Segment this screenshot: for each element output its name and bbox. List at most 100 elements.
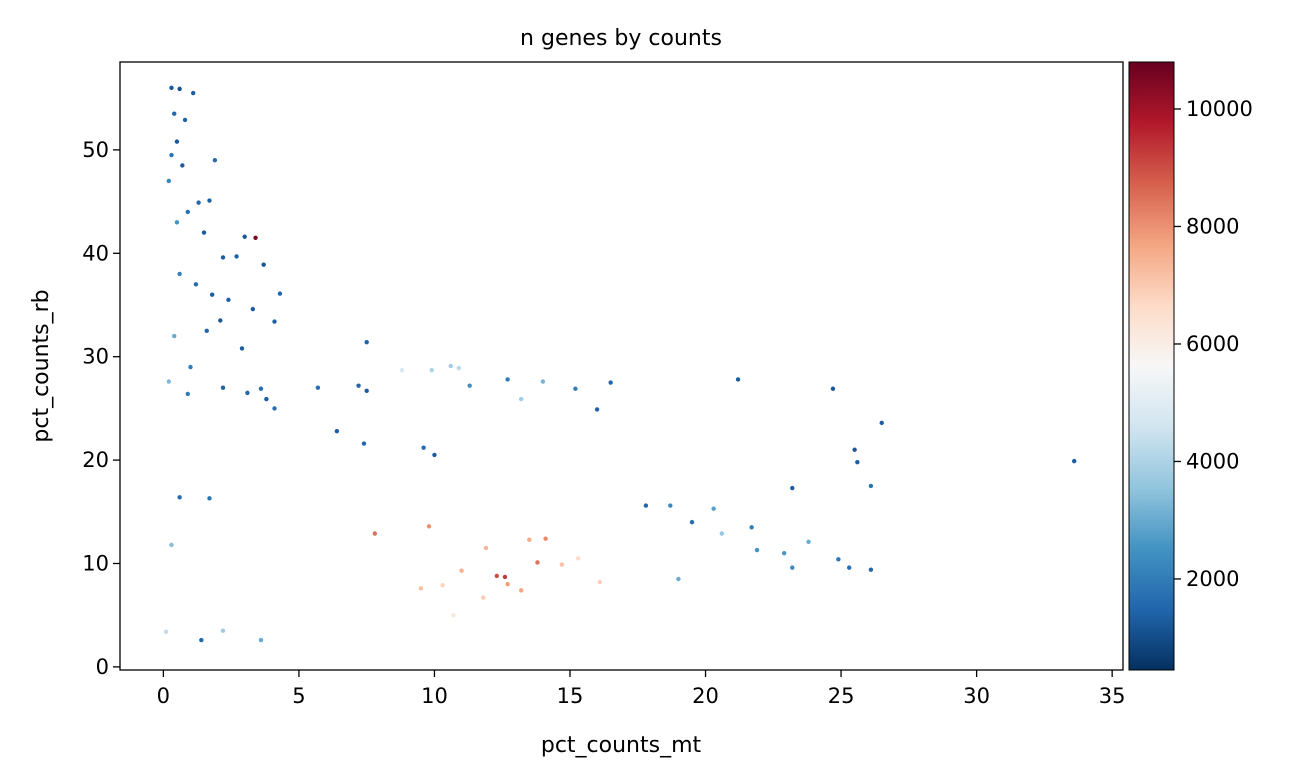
data-point xyxy=(242,234,247,239)
data-point xyxy=(668,503,673,508)
data-point xyxy=(440,583,445,588)
data-point xyxy=(608,380,613,385)
data-point xyxy=(209,292,215,297)
data-point xyxy=(172,111,177,116)
chart-title: n genes by counts xyxy=(520,26,722,51)
data-point xyxy=(448,363,453,369)
data-point xyxy=(494,573,500,579)
data-point xyxy=(1072,458,1077,464)
plot-area-frame xyxy=(119,61,1124,671)
data-point xyxy=(201,230,207,235)
data-point xyxy=(868,483,874,489)
data-point xyxy=(519,588,524,593)
data-point xyxy=(250,306,256,312)
x-tick-label: 5 xyxy=(292,684,305,708)
colorbar-tick-label: 8000 xyxy=(1186,214,1239,238)
data-point xyxy=(169,152,174,158)
data-point xyxy=(502,574,508,580)
data-point xyxy=(174,220,180,225)
data-point xyxy=(781,550,787,556)
y-tick-label: 30 xyxy=(82,345,109,369)
data-point xyxy=(719,531,724,536)
data-point xyxy=(855,459,860,465)
data-point xyxy=(852,447,857,452)
data-point xyxy=(199,637,204,643)
data-point xyxy=(253,235,258,240)
data-point xyxy=(334,428,340,434)
data-point xyxy=(166,178,171,184)
data-point xyxy=(220,385,226,390)
data-point xyxy=(459,568,464,573)
data-point xyxy=(177,495,182,500)
data-point xyxy=(163,629,169,634)
colorbar-axis: 2000 4000 6000 8000 10000 xyxy=(1174,97,1253,591)
data-point xyxy=(207,198,212,203)
data-point xyxy=(185,209,190,215)
data-point xyxy=(177,271,182,277)
data-point xyxy=(218,318,223,323)
colorbar-tick-label: 2000 xyxy=(1186,567,1239,591)
data-point xyxy=(207,496,212,501)
data-point xyxy=(429,367,434,373)
data-point xyxy=(272,319,277,324)
data-point xyxy=(264,396,269,402)
data-point xyxy=(180,163,185,168)
data-point xyxy=(676,576,681,582)
data-point xyxy=(573,386,578,391)
data-points xyxy=(163,85,1077,643)
y-tick-label: 50 xyxy=(82,138,109,162)
data-point xyxy=(196,200,201,205)
data-point xyxy=(483,545,489,551)
data-point xyxy=(166,379,171,384)
data-point xyxy=(754,547,760,553)
data-point xyxy=(575,556,581,561)
x-axis-label: pct_counts_mt xyxy=(541,733,702,758)
data-point xyxy=(418,586,424,591)
data-point xyxy=(226,297,231,303)
data-point xyxy=(467,383,472,388)
data-point xyxy=(868,567,874,572)
y-axis-label: pct_counts_rb xyxy=(29,289,54,442)
data-point xyxy=(790,485,795,491)
data-point xyxy=(399,367,405,373)
data-point xyxy=(836,557,841,562)
data-point xyxy=(190,90,196,96)
data-point xyxy=(258,386,264,391)
data-point xyxy=(806,539,811,544)
data-point xyxy=(185,391,190,397)
data-point xyxy=(212,158,218,163)
x-tick-label: 25 xyxy=(828,684,855,708)
data-point xyxy=(830,386,836,391)
data-point xyxy=(689,519,695,525)
data-point xyxy=(527,537,532,542)
data-point xyxy=(172,333,177,339)
data-point xyxy=(174,139,180,144)
data-point xyxy=(372,531,378,536)
data-point xyxy=(735,377,741,382)
data-point xyxy=(540,379,546,384)
data-point xyxy=(597,579,603,585)
data-point xyxy=(451,612,456,618)
data-point xyxy=(456,365,462,371)
data-point xyxy=(711,506,716,511)
x-tick-label: 35 xyxy=(1099,684,1126,708)
data-point xyxy=(361,441,367,446)
data-point xyxy=(245,390,250,396)
y-tick-label: 20 xyxy=(82,448,109,472)
data-point xyxy=(790,565,795,570)
data-point xyxy=(277,291,283,296)
data-point xyxy=(543,536,548,541)
data-point xyxy=(505,377,510,382)
data-point xyxy=(169,85,174,91)
colorbar-tick-label: 4000 xyxy=(1186,449,1239,473)
y-tick-label: 0 xyxy=(96,655,109,679)
data-point xyxy=(847,565,852,570)
data-point xyxy=(432,452,437,458)
data-point xyxy=(239,346,245,351)
data-point xyxy=(879,420,884,426)
y-tick-label: 40 xyxy=(82,241,109,265)
data-point xyxy=(749,525,754,530)
data-point xyxy=(505,581,510,587)
data-point xyxy=(272,406,277,411)
